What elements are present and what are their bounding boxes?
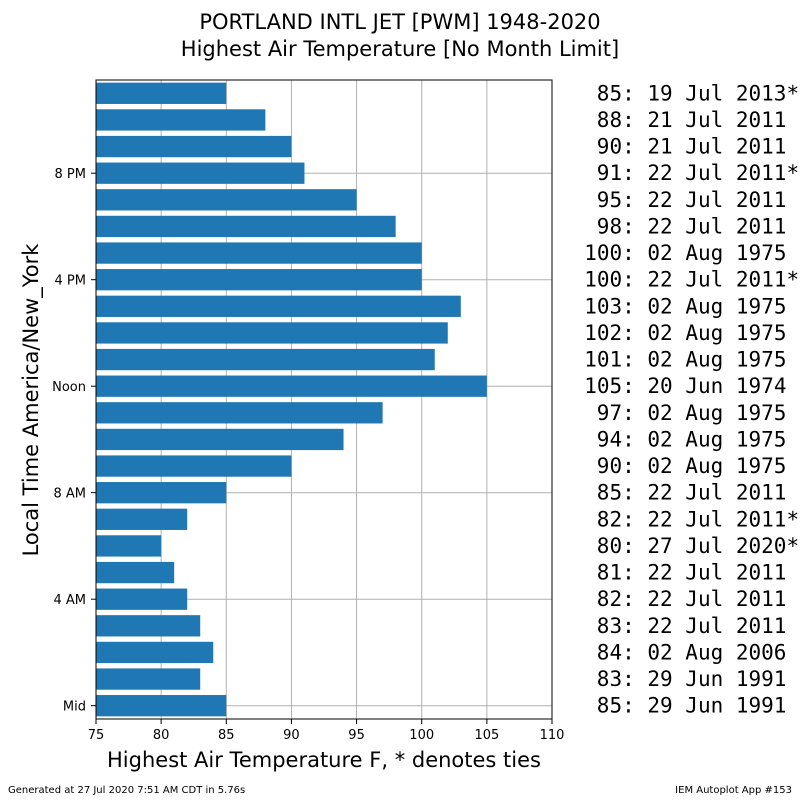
annotation-hour-19: 95: 22 Jul 2011 bbox=[597, 188, 787, 212]
annotation-hour-14: 102: 02 Aug 1975 bbox=[584, 321, 786, 345]
y-tick-label: 8 AM bbox=[53, 487, 86, 502]
chart-title: PORTLAND INTL JET [PWM] 1948-2020 bbox=[199, 10, 600, 34]
annotation-hour-16: 100: 22 Jul 2011* bbox=[584, 268, 799, 292]
y-tick-label: Noon bbox=[52, 380, 86, 395]
x-axis-label: Highest Air Temperature F, * denotes tie… bbox=[107, 748, 541, 772]
bar-hour-10 bbox=[96, 428, 344, 451]
bar-hour-6 bbox=[96, 535, 162, 557]
plot-frame bbox=[95, 79, 553, 720]
annotation-hour-7: 82: 22 Jul 2011* bbox=[597, 507, 799, 531]
bar-hour-20 bbox=[96, 162, 305, 184]
annotation-hour-22: 88: 21 Jul 2011 bbox=[597, 108, 787, 132]
bar-layer bbox=[96, 82, 487, 717]
annotation-hour-5: 81: 22 Jul 2011 bbox=[597, 561, 787, 585]
bar-hour-21 bbox=[96, 135, 292, 158]
bar-hour-23 bbox=[96, 82, 227, 104]
bar-hour-5 bbox=[96, 561, 175, 584]
bar-hour-13 bbox=[96, 348, 435, 371]
bar-hour-22 bbox=[96, 109, 266, 131]
bar-hour-1 bbox=[96, 668, 201, 690]
annotation-hour-9: 90: 02 Aug 1975 bbox=[597, 454, 787, 478]
annotation-hour-6: 80: 27 Jul 2020* bbox=[597, 534, 799, 558]
bar-hour-7 bbox=[96, 508, 188, 530]
annotation-hour-17: 100: 02 Aug 1975 bbox=[584, 241, 786, 265]
bar-hour-17 bbox=[96, 242, 422, 264]
annotation-hour-18: 98: 22 Jul 2011 bbox=[597, 214, 787, 238]
annotation-hour-21: 90: 21 Jul 2011 bbox=[597, 135, 787, 159]
bar-hour-8 bbox=[96, 482, 227, 504]
bar-hour-2 bbox=[96, 641, 214, 664]
y-tick-label: Mid bbox=[63, 700, 86, 715]
annotation-hour-0: 85: 29 Jun 1991 bbox=[597, 694, 787, 718]
x-tick-label: 100 bbox=[409, 728, 434, 743]
tick-layer: 75 80 85 90 95 100 105 110 Mid 4 AM 8 AM Noon 4 PM 8 … bbox=[52, 167, 564, 743]
bar-hour-9 bbox=[96, 455, 292, 477]
x-tick-label: 105 bbox=[474, 728, 499, 743]
annotation-hour-2: 84: 02 Aug 2006 bbox=[597, 640, 787, 664]
x-tick-label: 110 bbox=[540, 728, 565, 743]
annotation-hour-3: 83: 22 Jul 2011 bbox=[597, 614, 787, 638]
bar-hour-14 bbox=[96, 322, 448, 344]
x-tick-label: 75 bbox=[88, 728, 105, 743]
y-tick-label: 8 PM bbox=[55, 167, 86, 182]
annotation-hour-13: 101: 02 Aug 1975 bbox=[584, 348, 786, 372]
x-tick-label: 85 bbox=[218, 728, 235, 743]
y-tick-label: 4 PM bbox=[55, 274, 86, 289]
x-tick-label: 80 bbox=[153, 728, 170, 743]
annotation-hour-12: 105: 20 Jun 1974 bbox=[584, 374, 786, 398]
footer-app: IEM Autoplot App #153 bbox=[675, 785, 792, 796]
bar-hour-0 bbox=[96, 695, 227, 717]
bar-hour-4 bbox=[96, 588, 188, 610]
bar-hour-18 bbox=[96, 215, 396, 238]
bar-hour-3 bbox=[96, 615, 201, 637]
annotation-hour-1: 83: 29 Jun 1991 bbox=[597, 667, 787, 691]
x-tick-label: 90 bbox=[283, 728, 300, 743]
bar-hour-19 bbox=[96, 189, 357, 211]
y-axis-label: Local Time America/New_York bbox=[19, 243, 44, 557]
annotation-layer: 85: 29 Jun 1991 83: 29 Jun 1991 84: 02 Aug… bbox=[584, 81, 799, 717]
annotation-hour-20: 91: 22 Jul 2011* bbox=[597, 161, 799, 185]
annotation-hour-4: 82: 22 Jul 2011 bbox=[597, 587, 787, 611]
bar-hour-16 bbox=[96, 269, 422, 291]
bar-hour-12 bbox=[96, 375, 487, 397]
chart-subtitle: Highest Air Temperature [No Month Limit] bbox=[181, 37, 619, 61]
annotation-hour-8: 85: 22 Jul 2011 bbox=[597, 481, 787, 505]
annotation-hour-10: 94: 02 Aug 1975 bbox=[597, 427, 787, 451]
annotation-hour-11: 97: 02 Aug 1975 bbox=[597, 401, 787, 425]
bar-hour-15 bbox=[96, 295, 461, 317]
y-tick-label: 4 AM bbox=[53, 593, 86, 608]
annotation-hour-23: 85: 19 Jul 2013* bbox=[597, 81, 799, 105]
x-tick-label: 95 bbox=[348, 728, 365, 743]
bar-hour-11 bbox=[96, 402, 383, 424]
footer-generated: Generated at 27 Jul 2020 7:51 AM CDT in … bbox=[8, 785, 245, 796]
annotation-hour-15: 103: 02 Aug 1975 bbox=[584, 294, 786, 318]
